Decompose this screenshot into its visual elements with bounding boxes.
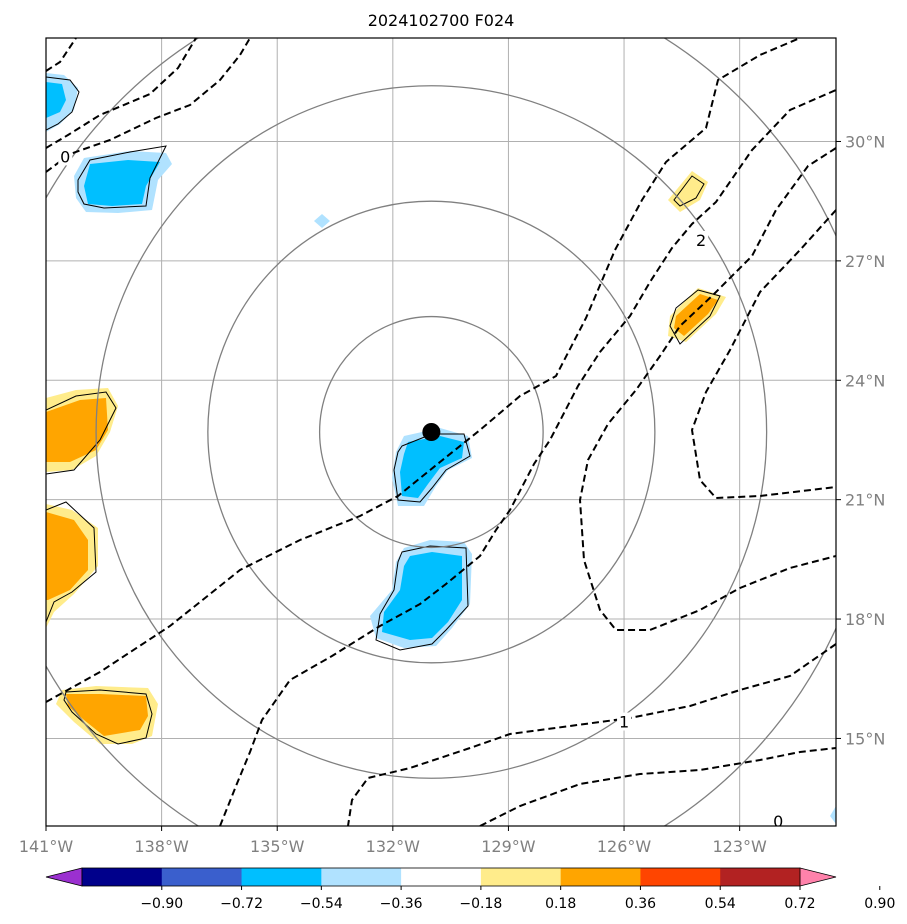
colorbar-tick-label-8: 0.72 bbox=[784, 896, 815, 912]
colorbar-bin-7 bbox=[640, 868, 721, 886]
storm-center-marker bbox=[422, 423, 441, 441]
colorbar-tick-label-1: −0.72 bbox=[220, 896, 263, 912]
x-tick-label-1: 138°W bbox=[134, 837, 189, 856]
contour-label-2: 1 bbox=[619, 713, 629, 732]
colorbar-bin-8 bbox=[720, 868, 801, 886]
dashed-contour-1 bbox=[347, 643, 836, 826]
dashed-contour-main bbox=[46, 38, 801, 703]
colorbar-tick-label-9: 0.90 bbox=[864, 896, 895, 912]
dashed-contour-b bbox=[46, 38, 197, 149]
chart-title: 2024102700 F024 bbox=[368, 11, 515, 30]
shaded-region-141w-24n-core bbox=[46, 398, 108, 462]
colorbar-bin-5 bbox=[480, 868, 562, 886]
shaded-region-124w-25n-core bbox=[674, 294, 718, 336]
contour-label-bg-0 bbox=[58, 147, 73, 166]
map-frame bbox=[45, 37, 837, 827]
colorbar-tick-label-5: 0.18 bbox=[545, 896, 576, 912]
x-tick-label-5: 126°W bbox=[597, 837, 652, 856]
shaded-region-se-corner bbox=[830, 806, 836, 824]
x-axis-ticks: 141°W 138°W 135°W 132°W 129°W 126°W 123°W bbox=[19, 826, 767, 856]
colorbar-bin-1 bbox=[161, 868, 243, 886]
dashed-contour-c bbox=[46, 38, 251, 173]
y-tick-label-3: 24°N bbox=[845, 371, 885, 390]
contour-label-bg-2 bbox=[617, 712, 632, 731]
contour-132w-18n bbox=[375, 545, 469, 651]
y-tick-label-4: 27°N bbox=[845, 252, 885, 271]
dashed-contours bbox=[46, 38, 836, 826]
shaded-anomaly-regions bbox=[46, 73, 836, 824]
x-tick-label-3: 132°W bbox=[366, 837, 421, 856]
contour-labels: 0 2 1 0 bbox=[58, 147, 786, 831]
contour-label-0: 0 bbox=[60, 147, 70, 166]
contour-storm-center bbox=[393, 433, 471, 503]
shaded-region-141w-20n-core bbox=[46, 512, 88, 600]
contour-nw-edge bbox=[46, 76, 80, 131]
shaded-region-132w-18n-core bbox=[382, 552, 462, 640]
x-tick-label-6: 123°W bbox=[712, 837, 767, 856]
shaded-region-138w-16n-core bbox=[66, 694, 148, 736]
colorbar-tick-label-2: −0.54 bbox=[300, 896, 343, 912]
colorbar-bin-0 bbox=[82, 868, 163, 886]
range-ring-2 bbox=[207, 200, 656, 664]
contour-124w-25n bbox=[669, 289, 721, 345]
dashed-contour-0 bbox=[479, 747, 836, 826]
contour-141w-24n bbox=[46, 391, 117, 475]
colorbar-extend-high bbox=[799, 867, 837, 887]
dashed-contour-e bbox=[690, 209, 836, 500]
contour-label-1: 2 bbox=[696, 231, 706, 250]
range-ring-1 bbox=[318, 315, 544, 549]
colorbar-bin-4 bbox=[401, 868, 482, 886]
colorbar-bin-6 bbox=[560, 868, 641, 886]
colorbar: −0.90 −0.72 −0.54 −0.36 −0.18 0.18 0.36 0.54 0.7… bbox=[45, 867, 895, 912]
colorbar-tick-label-4: −0.18 bbox=[459, 896, 502, 912]
contour-label-3: 0 bbox=[773, 812, 783, 831]
colorbar-bin-3 bbox=[321, 868, 402, 886]
x-tick-label-0: 141°W bbox=[19, 837, 74, 856]
y-tick-label-0: 15°N bbox=[845, 729, 885, 748]
dashed-contour-d bbox=[219, 89, 836, 826]
y-tick-label-2: 21°N bbox=[845, 491, 885, 510]
colorbar-tick-label-6: 0.36 bbox=[625, 896, 656, 912]
range-rings bbox=[46, 38, 836, 826]
map-plot-area: 0 2 1 0 bbox=[46, 38, 836, 831]
x-tick-label-2: 135°W bbox=[250, 837, 305, 856]
shaded-region-134w-28n bbox=[314, 214, 330, 228]
dashed-contour-2 bbox=[578, 147, 836, 631]
range-ring-3 bbox=[95, 85, 768, 779]
contour-138w-16n bbox=[63, 689, 153, 745]
contour-139w-29n bbox=[77, 145, 167, 209]
colorbar-extend-low bbox=[45, 867, 83, 887]
colorbar-tick-label-7: 0.54 bbox=[705, 896, 736, 912]
contour-label-bg-1 bbox=[694, 230, 709, 249]
contour-141w-20n bbox=[46, 501, 97, 623]
colorbar-tick-label-0: −0.90 bbox=[140, 896, 183, 912]
x-tick-label-4: 129°W bbox=[481, 837, 536, 856]
colorbar-bin-2 bbox=[241, 868, 322, 886]
shaded-region-nw-edge-core bbox=[46, 82, 66, 118]
shaded-region-125w-29n bbox=[668, 171, 708, 212]
dashed-contour-a bbox=[46, 38, 77, 72]
y-tick-label-1: 18°N bbox=[845, 610, 885, 629]
colorbar-frame bbox=[81, 867, 801, 887]
y-axis-ticks: 15°N 18°N 21°N 24°N 27°N 30°N bbox=[836, 132, 885, 748]
y-tick-label-5: 30°N bbox=[845, 132, 885, 151]
shaded-region-139w-29n-core bbox=[84, 160, 160, 206]
colorbar-tick-label-3: −0.36 bbox=[380, 896, 423, 912]
contour-label-bg-3 bbox=[771, 812, 786, 826]
